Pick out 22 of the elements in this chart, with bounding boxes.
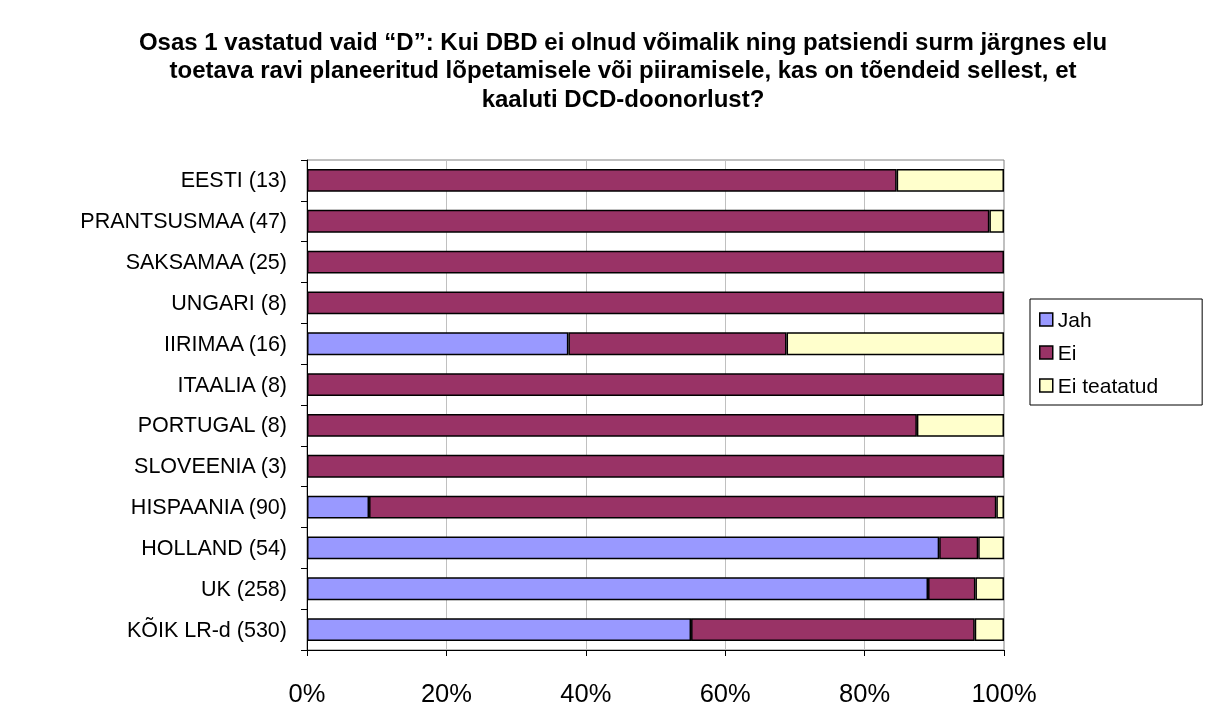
- y-tick-label: SLOVEENIA (3): [134, 454, 287, 479]
- y-tick-label: PORTUGAL (8): [137, 413, 287, 438]
- y-tick-label: KÕIK LR-d (530): [126, 616, 287, 642]
- y-tick-label: UK (258): [200, 576, 287, 601]
- x-tick-label: 80%: [839, 679, 891, 707]
- y-tick-label: HISPAANIA (90): [130, 495, 287, 520]
- x-tick-label: 60%: [699, 679, 751, 707]
- x-tick-label: 20%: [420, 679, 472, 707]
- chart-title: Osas 1 vastatud vaid “D”: Kui DBD ei olnud võimalik ning patsiendi surm järgnes elu toetava ravi planeeritud lõpetamisele või piiramisele, kas on tõendeid sellest, et kaaluti DCD-doonorlust?: [138, 27, 1108, 112]
- x-tick-label: 0%: [288, 679, 326, 707]
- y-tick-label: IIRIMAA (16): [163, 331, 287, 356]
- legend-label: Ei: [1057, 341, 1077, 364]
- y-tick-label: SAKSAMAA (25): [125, 250, 287, 275]
- legend-label: Ei teatatud: [1057, 374, 1159, 397]
- y-tick-label: UNGARI (8): [171, 290, 287, 315]
- y-tick-label: EESTI (13): [180, 168, 287, 193]
- x-tick-label: 100%: [971, 679, 1037, 707]
- x-tick-label: 40%: [560, 679, 612, 707]
- legend-label: Jah: [1057, 308, 1092, 331]
- y-tick-label: PRANTSUSMAA (47): [80, 209, 287, 234]
- y-tick-label: ITAALIA (8): [177, 372, 287, 397]
- y-tick-label: HOLLAND (54): [141, 535, 287, 560]
